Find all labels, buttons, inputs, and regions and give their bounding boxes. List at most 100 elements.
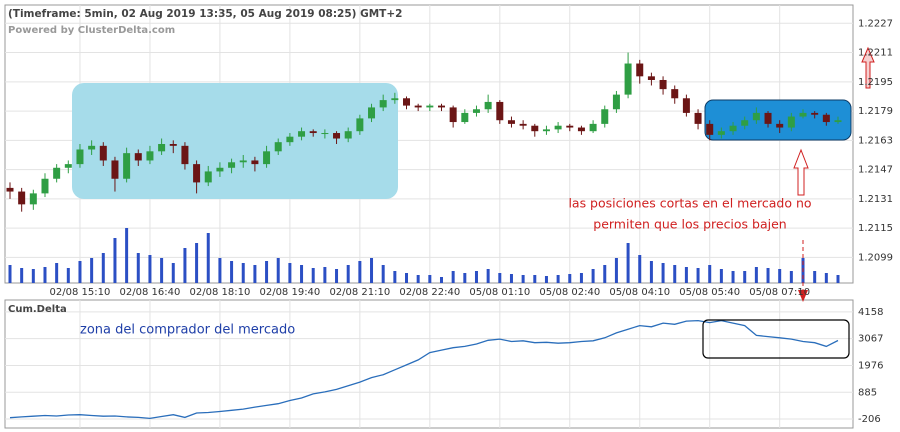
volume-bar	[125, 228, 129, 283]
x-tick-label: 05/08 05:40	[679, 287, 740, 298]
candle-body	[787, 116, 795, 128]
volume-bar	[171, 263, 175, 283]
volume-bar	[673, 265, 677, 283]
volume-bar	[8, 265, 12, 283]
candle-body	[671, 89, 679, 99]
candle-body	[88, 145, 96, 150]
candle-body	[239, 160, 247, 163]
x-tick-label: 02/08 16:40	[120, 287, 181, 298]
volume-bar	[731, 271, 735, 283]
x-tick-label: 05/08 02:40	[539, 287, 600, 298]
candle-body	[682, 98, 690, 113]
candle-body	[158, 144, 166, 152]
volume-bar	[323, 267, 327, 283]
volume-bar	[509, 274, 513, 283]
candle-body	[6, 187, 14, 192]
x-tick-label: 05/08 04:10	[609, 287, 670, 298]
volume-bar	[463, 273, 467, 283]
y-tick-label: 1976	[858, 360, 883, 371]
arrow	[861, 46, 875, 89]
candle-body	[286, 136, 294, 143]
candle-body	[624, 63, 632, 95]
volume-bar	[661, 263, 665, 283]
delta-line	[9, 319, 839, 420]
candle-body	[134, 153, 142, 161]
volume-bar	[474, 271, 478, 283]
volume-bar	[836, 275, 840, 283]
candle-body	[426, 105, 434, 108]
volume-bar	[230, 261, 234, 283]
volume-bar	[253, 265, 257, 283]
volume-bar	[78, 261, 82, 283]
volume-bar	[789, 271, 793, 283]
candle-body	[741, 120, 749, 126]
candle-body	[216, 167, 224, 172]
x-tick-label: 02/08 21:10	[329, 287, 390, 298]
candle-body	[204, 171, 212, 183]
candle-body	[321, 133, 329, 135]
subtitle: Powered by ClusterDelta.com	[8, 25, 175, 36]
highlight-box	[702, 319, 850, 359]
volume-bar	[358, 261, 362, 283]
volume-bar	[265, 261, 269, 283]
candle-body	[437, 105, 445, 108]
candle-body	[64, 164, 72, 168]
volume-bar	[708, 265, 712, 283]
y-tick-label: 3067	[858, 334, 883, 345]
x-tick-label: 02/08 15:10	[50, 287, 111, 298]
candle-body	[368, 107, 376, 119]
volume-bar	[626, 243, 630, 283]
volume-bar	[148, 255, 152, 283]
candle-body	[193, 164, 201, 183]
candle-body	[799, 112, 807, 117]
volume-bar	[743, 271, 747, 283]
y-tick-label: 1.2115	[858, 223, 893, 234]
candle-body	[706, 123, 714, 135]
volume-bar	[498, 273, 502, 283]
volume-bar	[813, 271, 817, 283]
candle-body	[379, 100, 387, 108]
candle-body	[146, 151, 154, 161]
candle-body	[169, 144, 177, 146]
volume-bar	[113, 238, 117, 283]
y-tick-label: -206	[858, 414, 881, 425]
volume-bar	[160, 258, 164, 283]
candle-body	[496, 101, 504, 121]
x-tick-label: 02/08 19:40	[259, 287, 320, 298]
volume-bar	[195, 243, 199, 283]
volume-bar	[90, 258, 94, 283]
volume-bar	[20, 268, 24, 283]
volume-bar	[568, 274, 572, 283]
delta-panel	[4, 299, 854, 429]
x-tick-label: 05/08 07:10	[749, 287, 810, 298]
volume-bar	[393, 271, 397, 283]
y-tick-label: 1.2147	[858, 165, 893, 176]
volume-bar	[778, 269, 782, 283]
volume-bar	[696, 268, 700, 283]
candle-body	[309, 131, 317, 134]
volume-bar	[31, 269, 35, 283]
candle-body	[717, 131, 725, 135]
title: (Timeframe: 5min, 02 Aug 2019 13:35, 05 …	[8, 8, 402, 20]
y-tick-label: 885	[858, 387, 877, 398]
x-tick-label: 02/08 22:40	[399, 287, 460, 298]
candle-body	[391, 98, 399, 101]
volume-bar	[428, 275, 432, 283]
candle-body	[636, 63, 644, 77]
volume-bar	[276, 258, 280, 283]
candle-body	[461, 112, 469, 123]
volume-bar	[614, 258, 618, 283]
candle-body	[811, 112, 819, 115]
candle-body	[76, 149, 84, 165]
annotation: zona del comprador del mercado	[80, 323, 295, 338]
candle-body	[764, 112, 772, 124]
volume-bar	[381, 265, 385, 283]
volume-bar	[579, 273, 583, 283]
candle-body	[356, 118, 364, 132]
candle-body	[834, 120, 842, 123]
x-tick-label: 05/08 01:10	[469, 287, 530, 298]
volume-bar	[55, 263, 59, 283]
volume-bar	[405, 273, 409, 283]
volume-bar	[603, 265, 607, 283]
candle-body	[729, 125, 737, 132]
